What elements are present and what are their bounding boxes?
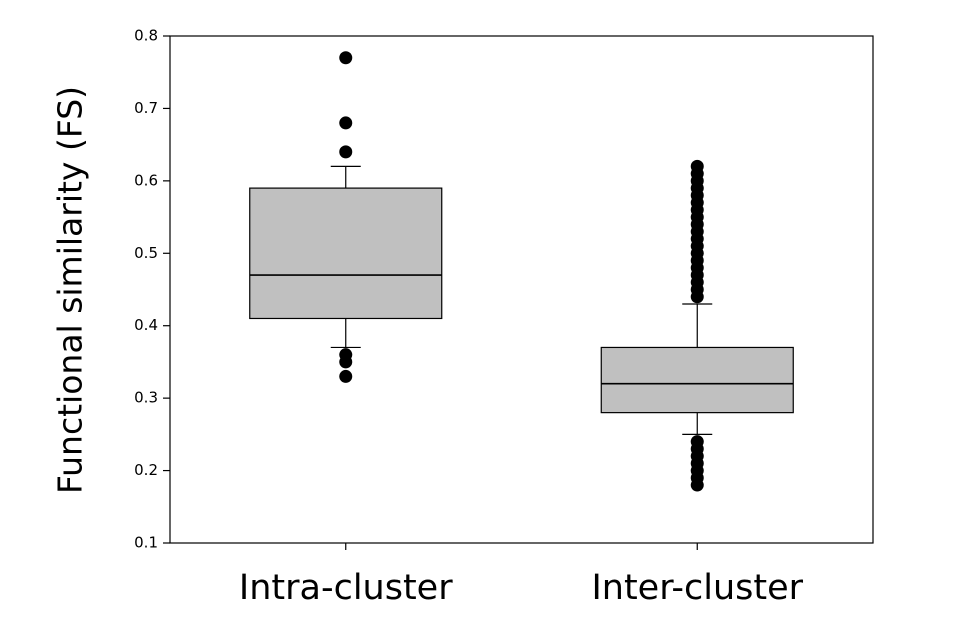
box: [600, 346, 794, 414]
outlier: [339, 369, 353, 383]
outlier: [339, 355, 353, 369]
y-tick-label: 0.6: [134, 171, 158, 189]
x-tick-label: Inter-cluster: [591, 568, 803, 608]
y-tick-label: 0.8: [134, 27, 158, 45]
outlier: [339, 51, 353, 65]
y-tick-label: 0.1: [134, 534, 158, 552]
y-tick-label: 0.4: [134, 316, 158, 334]
y-tick-label: 0.5: [134, 244, 158, 262]
outlier: [690, 159, 704, 173]
y-axis-label: Functional similarity (FS): [51, 86, 90, 494]
y-tick-label: 0.3: [134, 389, 158, 407]
x-tick-label: Intra-cluster: [239, 568, 453, 608]
box: [249, 187, 443, 320]
y-tick-label: 0.7: [134, 99, 158, 117]
outlier: [339, 116, 353, 130]
plot-frame: [169, 35, 874, 544]
outlier: [339, 145, 353, 159]
outlier: [690, 478, 704, 492]
y-tick-label: 0.2: [134, 461, 158, 479]
